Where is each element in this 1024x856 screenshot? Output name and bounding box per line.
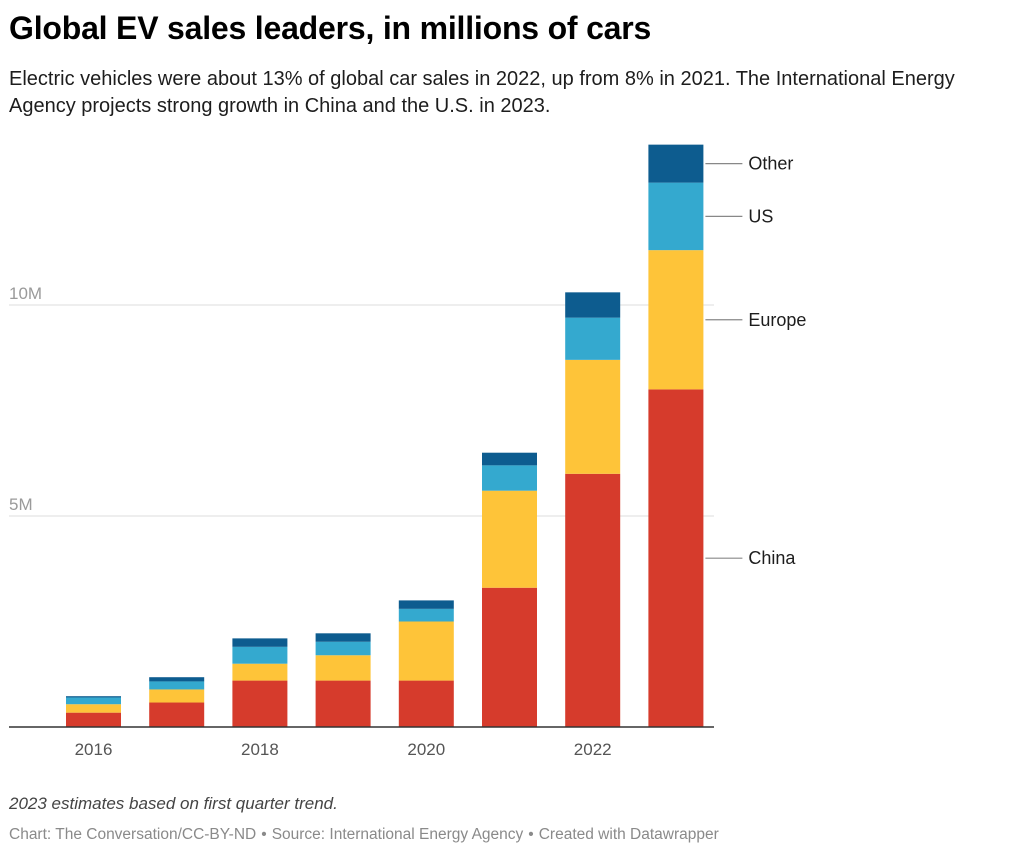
bar-segment-us: [66, 697, 121, 705]
bar-segment-other: [232, 638, 288, 647]
chart-title: Global EV sales leaders, in millions of …: [9, 10, 652, 46]
legend-label-europe: Europe: [748, 310, 806, 330]
x-tick-label: 2022: [574, 740, 612, 759]
bar-segment-other: [66, 696, 121, 698]
bar-segment-us: [315, 641, 371, 656]
bar-segment-china: [648, 389, 704, 727]
legend: China Europe US Other: [705, 154, 806, 568]
x-tick-label: 2020: [407, 740, 445, 759]
footer-tool: Created with Datawrapper: [538, 826, 719, 843]
chart-subtitle: Electric vehicles were about 13% of glob…: [9, 68, 955, 117]
bars: [66, 144, 704, 727]
footer-credit: Chart: The Conversation/CC-BY-ND: [9, 826, 257, 843]
y-tick-label: 5M: [9, 495, 33, 514]
bar-segment-us: [482, 465, 537, 491]
bar-segment-us: [565, 317, 621, 360]
bar-segment-europe: [149, 689, 205, 703]
legend-label-china: China: [748, 548, 796, 568]
bar-segment-other: [149, 677, 205, 682]
bar-segment-china: [315, 680, 371, 727]
bar-segment-china: [482, 587, 537, 727]
stacked-bar-chart: 5M 10M 2016 2018 2020 2022 China Europe US Othe…: [9, 144, 806, 759]
bar-segment-china: [149, 702, 205, 727]
bar-segment-us: [232, 646, 288, 664]
x-tick-label: 2016: [75, 740, 113, 759]
bar-segment-europe: [648, 250, 704, 390]
legend-label-other: Other: [748, 154, 793, 174]
bar-segment-us: [149, 681, 205, 690]
bar-segment-europe: [565, 359, 621, 474]
x-axis: 2016 2018 2020 2022: [9, 726, 714, 759]
bar-segment-other: [482, 452, 537, 466]
chart-footer: Chart: The Conversation/CC-BY-ND • Source:…: [9, 826, 719, 844]
bar-segment-other: [398, 600, 454, 609]
footer-separator: •: [528, 826, 534, 843]
bar-segment-us: [398, 608, 454, 622]
bar-segment-other: [315, 633, 371, 642]
bar-segment-other: [648, 144, 704, 183]
bar-segment-china: [398, 680, 454, 727]
footer-source: Source: International Energy Agency: [271, 826, 524, 843]
x-tick-label: 2018: [241, 740, 279, 759]
bar-segment-china: [232, 680, 288, 727]
bar-segment-china: [66, 712, 121, 727]
bar-segment-europe: [482, 490, 537, 588]
chart-notes: 2023 estimates based on first quarter tr…: [9, 794, 338, 813]
bar-segment-other: [565, 292, 621, 318]
bar-segment-europe: [232, 663, 288, 681]
legend-label-us: US: [748, 206, 773, 226]
bar-segment-europe: [398, 621, 454, 681]
bar-segment-europe: [66, 704, 121, 713]
footer-separator: •: [261, 826, 267, 843]
bar-segment-china: [565, 473, 621, 727]
bar-segment-us: [648, 182, 704, 251]
y-tick-label: 10M: [9, 284, 42, 303]
bar-segment-europe: [315, 655, 371, 681]
